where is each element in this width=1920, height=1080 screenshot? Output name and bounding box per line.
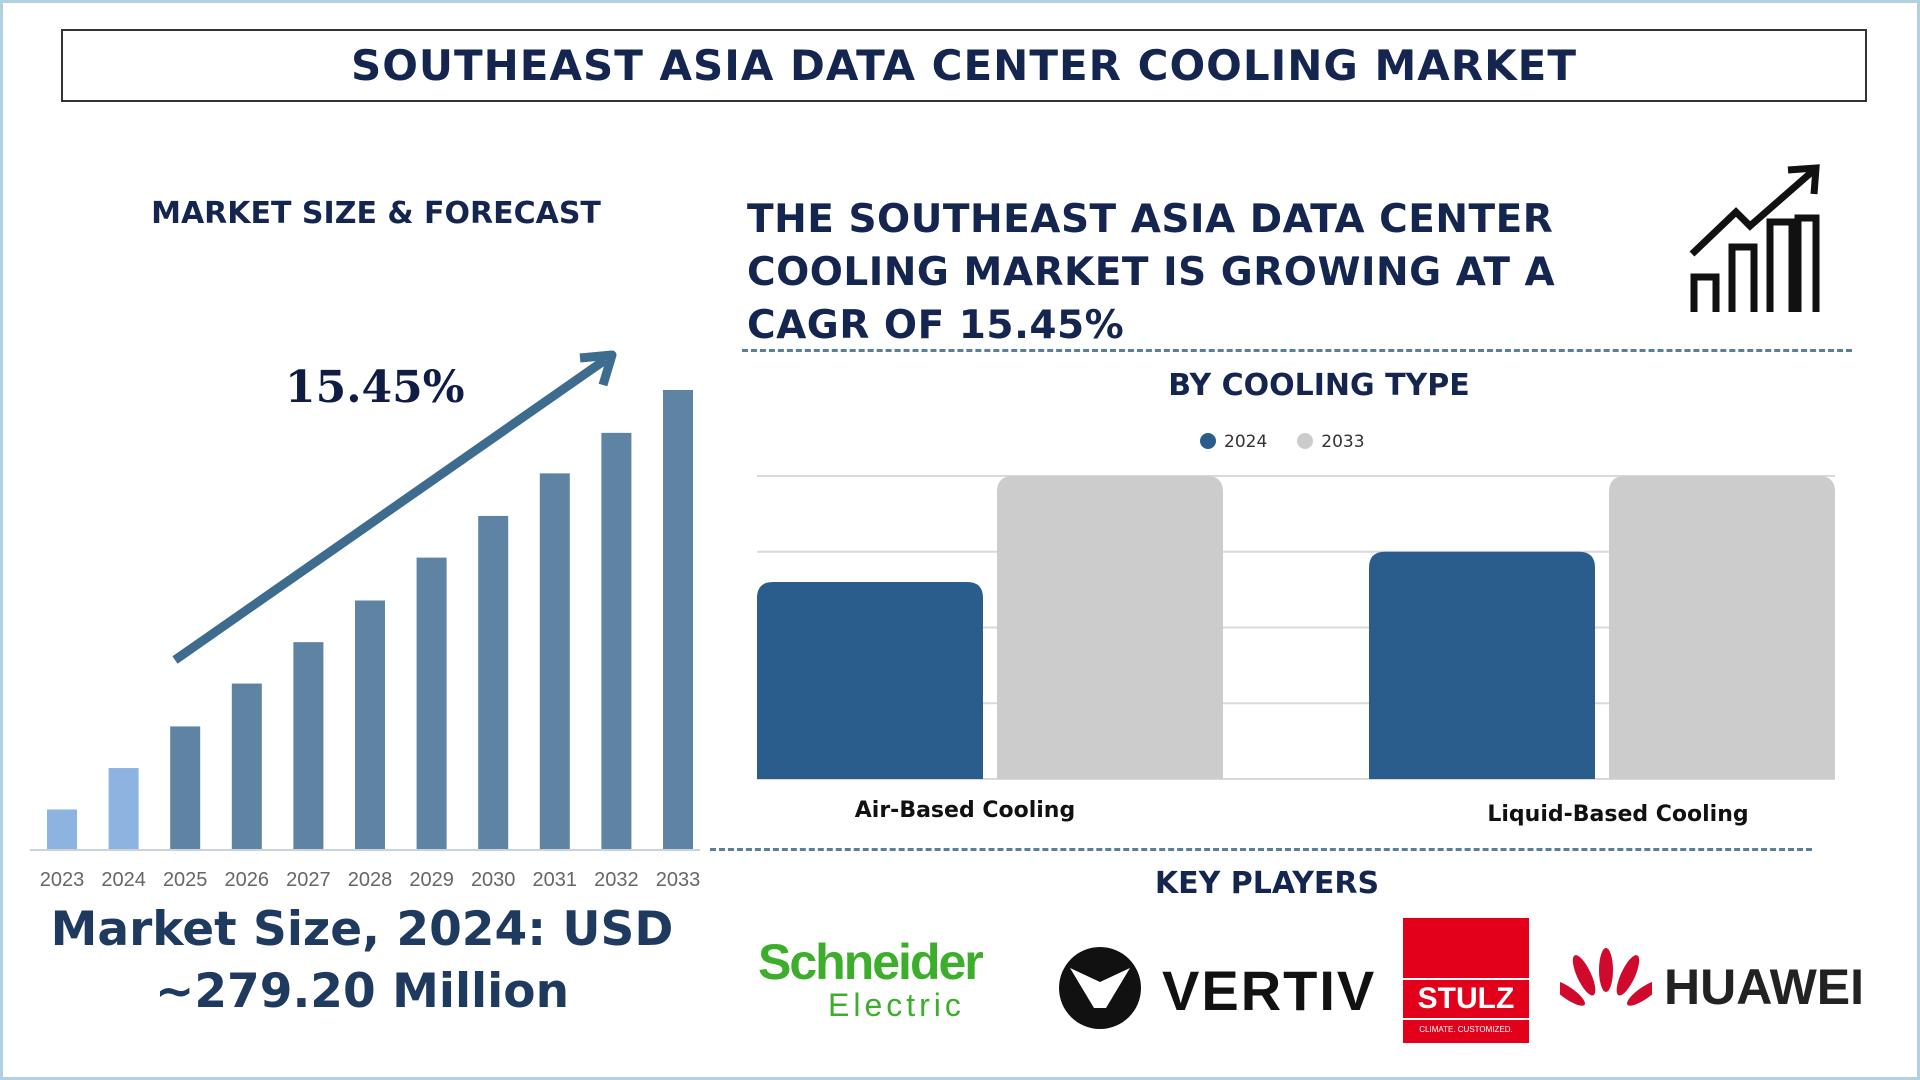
divider [710,848,1812,851]
bar-2029 [416,557,447,850]
year-tick-label: 2025 [162,869,208,891]
market-size-line1: Market Size, 2024: USD [50,902,674,957]
cagr-line: COOLING MARKET IS GROWING AT A [747,250,1556,295]
year-tick-label: 2026 [224,869,270,891]
bar-2024-0 [757,582,983,779]
logo-text: STULZ [1417,982,1515,1015]
market-forecast-chart [30,350,700,851]
key-players-title: KEY PLAYERS [1154,866,1380,901]
legend-label: 2033 [1321,432,1365,452]
vertiv-logo-text: VERTIV [1162,959,1377,1022]
legend-2024: 2024 [1200,432,1267,452]
year-tick-label: 2028 [347,869,393,891]
category-label: Air-Based Cooling [854,798,1076,823]
market-size-forecast-title: MARKET SIZE & FORECAST [151,196,601,231]
category-label: Liquid-Based Cooling [1487,802,1749,827]
bar-2028 [355,600,385,850]
bar-2027 [293,642,324,850]
schneider-electric-logo: Schneider Electric [758,934,984,1023]
chart-legend: 2024 2033 [1200,432,1365,452]
divider [742,349,1852,352]
logo-subtext: Electric [828,987,965,1023]
year-tick-label: 2032 [594,869,639,891]
growth-arrow-head [579,350,617,387]
year-tick-label: 2024 [101,869,146,891]
year-tick-label: 2030 [470,869,516,891]
huawei-logo-text: HUAWEI [1664,959,1864,1015]
bar-2024-1 [1369,551,1595,779]
year-tick-label: 2031 [532,869,578,891]
bar-2026 [231,683,262,850]
stulz-logo: STULZ CLIMATE. CUSTOMIZED. [1403,918,1529,1043]
legend-swatch [1297,433,1314,449]
year-tick-label: 2027 [286,869,331,891]
page-title: SOUTHEAST ASIA DATA CENTER COOLING MARKE… [61,29,1867,102]
cagr-statement: THE SOUTHEAST ASIA DATA CENTER COOLING M… [747,193,1647,352]
cagr-line: CAGR OF 15.45% [747,303,1125,348]
bar-2033 [663,390,693,850]
growth-arrow-icon [172,356,608,664]
year-tick-label: 2023 [39,869,85,891]
logo-text: Schneider [758,934,984,990]
vertiv-logo-icon [1059,947,1141,1029]
bar-2032 [601,432,632,850]
market-size-line2: ~279.20 Million [154,964,570,1019]
legend-2033: 2033 [1297,432,1365,452]
cooling-type-title: BY COOLING TYPE [1168,368,1470,403]
cooling-type-chart [757,475,1835,780]
bar-2024 [108,768,139,850]
bar-chart-growth-arrow-icon [1689,164,1820,312]
huawei-logo-icon [1560,948,1652,1006]
logo-subtext: CLIMATE. CUSTOMIZED. [1419,1025,1513,1034]
bar-2033-0 [997,476,1223,779]
cagr-annotation: 15.45% [285,362,465,413]
bar-2031 [539,473,570,850]
cagr-line: THE SOUTHEAST ASIA DATA CENTER [747,197,1554,242]
legend-label: 2024 [1224,432,1268,452]
logo-divider [1403,978,1529,980]
bar-2025 [170,726,201,850]
bar-2033-1 [1609,476,1835,779]
year-tick-label: 2029 [409,869,454,891]
logo-divider [1403,1018,1529,1020]
year-tick-label: 2033 [655,869,701,891]
bar-2030 [478,515,509,850]
legend-swatch [1200,433,1216,449]
bar-2023 [47,809,77,850]
